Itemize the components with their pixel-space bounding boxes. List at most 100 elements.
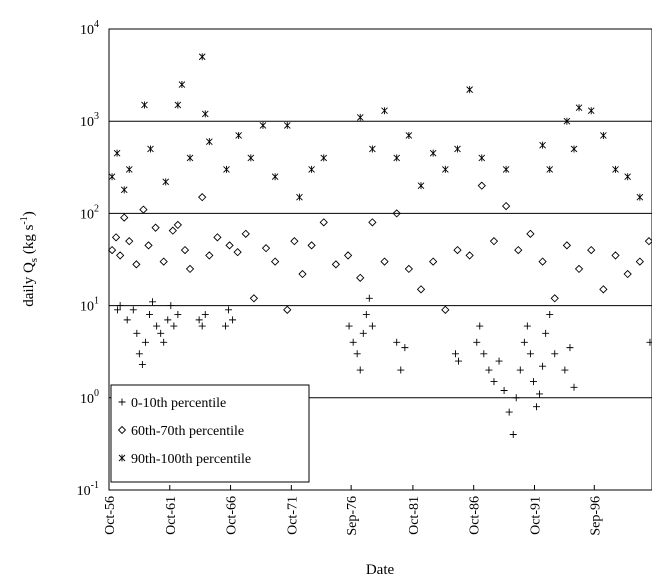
data-point	[290, 237, 299, 246]
data-point	[417, 182, 425, 190]
data-point	[359, 329, 367, 337]
x-tick-labels: Oct-56 Oct-61 Oct-66 Oct-71 Sep-76 Oct-81 Oct-…	[103, 485, 603, 536]
series-asterisk	[108, 53, 644, 201]
data-point	[563, 117, 571, 125]
legend-item: 0-10th percentile	[118, 396, 226, 411]
data-point	[473, 338, 481, 346]
data-point	[206, 138, 213, 146]
data-point	[141, 101, 148, 109]
y-tick-label: 102	[80, 203, 99, 222]
data-point	[345, 322, 353, 330]
data-point	[477, 181, 486, 190]
data-point	[551, 350, 559, 358]
data-point	[368, 218, 377, 227]
data-point	[164, 316, 172, 324]
y-tick-label: 103	[80, 111, 99, 130]
data-point	[213, 233, 222, 242]
data-point	[465, 251, 474, 260]
x-tick-label: Oct-81	[407, 496, 422, 535]
data-point	[500, 386, 508, 394]
data-point	[561, 366, 569, 374]
data-point	[416, 285, 426, 294]
data-point	[489, 237, 499, 246]
data-point	[132, 260, 141, 269]
data-point	[356, 113, 364, 121]
data-point	[173, 220, 183, 230]
data-point	[160, 338, 168, 346]
data-point	[168, 226, 177, 235]
data-point	[539, 141, 546, 149]
data-point	[381, 107, 388, 115]
data-point	[454, 357, 462, 365]
data-point	[296, 193, 303, 201]
data-point	[129, 306, 137, 314]
data-point	[201, 311, 209, 319]
x-tick-label: Oct-86	[468, 496, 483, 535]
series-plus	[114, 294, 652, 438]
data-point	[319, 218, 328, 227]
data-point	[392, 209, 401, 218]
data-point	[533, 403, 541, 411]
data-point	[451, 350, 459, 358]
data-point	[599, 285, 608, 294]
x-tick-label: Oct-61	[164, 496, 179, 535]
data-point	[162, 178, 170, 186]
plot-frame	[108, 28, 652, 491]
legend-marker	[118, 398, 126, 406]
data-point	[223, 165, 230, 173]
data-point	[368, 322, 376, 330]
x-tick-label: Oct-91	[528, 496, 543, 535]
data-point	[149, 298, 157, 306]
data-point	[516, 366, 524, 374]
data-point	[174, 101, 182, 109]
data-point	[612, 165, 619, 173]
data-point	[356, 366, 364, 374]
data-point	[271, 173, 279, 181]
data-point	[356, 273, 365, 282]
data-point	[125, 237, 134, 246]
data-point	[198, 193, 207, 202]
data-point	[144, 241, 153, 250]
data-point	[113, 149, 121, 157]
data-point	[587, 245, 596, 255]
data-point	[380, 257, 389, 266]
data-point	[225, 241, 234, 250]
data-point	[283, 305, 292, 314]
data-point	[198, 322, 206, 330]
data-point	[139, 205, 148, 214]
data-point	[501, 201, 511, 211]
data-point	[362, 311, 370, 319]
data-point	[225, 306, 233, 314]
data-point	[320, 154, 328, 162]
data-point	[116, 251, 125, 260]
data-point	[574, 264, 584, 274]
data-point	[526, 350, 534, 358]
data-point	[107, 245, 117, 255]
data-point	[249, 294, 259, 303]
data-point	[600, 131, 607, 139]
data-point	[442, 165, 449, 173]
data-point	[505, 408, 513, 416]
data-point	[135, 350, 143, 358]
data-point	[229, 316, 237, 324]
data-point	[502, 165, 510, 173]
data-point	[221, 322, 229, 330]
data-point	[526, 229, 535, 238]
data-point	[490, 378, 498, 386]
series-diamond	[107, 181, 652, 314]
data-point	[116, 302, 124, 310]
data-point	[550, 294, 559, 303]
data-point	[120, 186, 128, 194]
data-point	[157, 329, 165, 337]
legend-item: 90th-100th percentile	[118, 452, 251, 467]
data-point	[429, 149, 437, 157]
data-point	[125, 165, 133, 173]
data-point	[611, 251, 620, 260]
data-point	[133, 329, 141, 337]
data-point	[401, 344, 409, 352]
data-point	[159, 257, 168, 266]
data-point	[393, 154, 401, 162]
data-point	[441, 305, 450, 314]
data-point	[644, 237, 652, 246]
data-point	[480, 350, 488, 358]
